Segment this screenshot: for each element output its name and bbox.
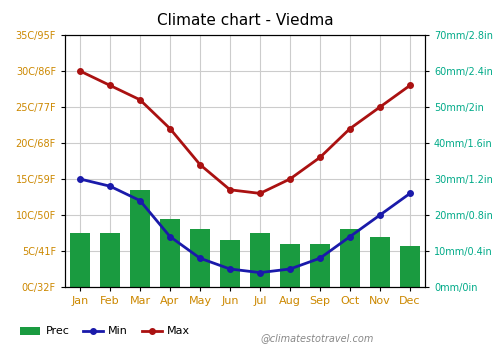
Bar [130, 190, 150, 287]
Bar [220, 240, 240, 287]
Title: Climate chart - Viedma: Climate chart - Viedma [156, 13, 334, 28]
Bar [190, 229, 210, 287]
Bar [70, 233, 90, 287]
Text: @climatestotravel.com: @climatestotravel.com [260, 333, 374, 343]
Bar [340, 229, 360, 287]
Bar [400, 246, 420, 287]
Legend: Prec, Min, Max: Prec, Min, Max [16, 322, 194, 341]
Bar [370, 237, 390, 287]
Bar [280, 244, 300, 287]
Bar [310, 244, 330, 287]
Bar [160, 219, 180, 287]
Bar [100, 233, 120, 287]
Bar [250, 233, 270, 287]
